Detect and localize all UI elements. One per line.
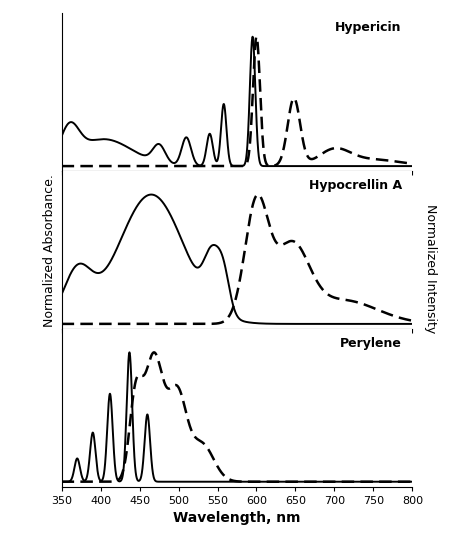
Text: Perylene: Perylene	[340, 337, 402, 350]
X-axis label: Wavelength, nm: Wavelength, nm	[173, 512, 301, 526]
Y-axis label: Normalized Absorbance.: Normalized Absorbance.	[43, 174, 56, 327]
Text: Normalized Intensity: Normalized Intensity	[424, 204, 437, 334]
Text: Hypericin: Hypericin	[336, 22, 402, 34]
Text: Hypocrellin A: Hypocrellin A	[309, 179, 402, 192]
